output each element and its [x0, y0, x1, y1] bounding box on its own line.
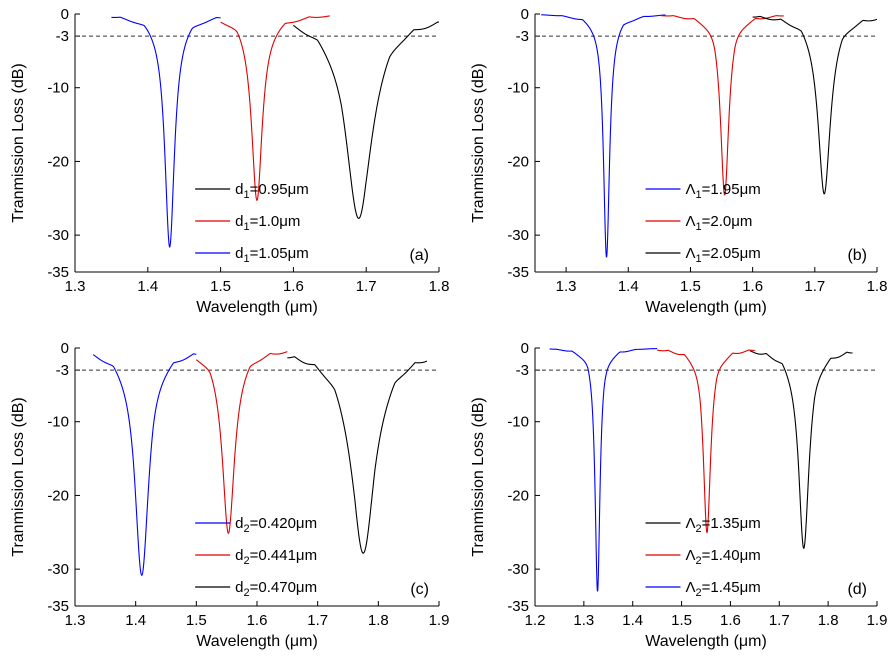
y-tick-label: -10	[47, 80, 69, 97]
x-tick-label: 1.4	[618, 278, 639, 295]
legend-entry: Λ1=2.0μm	[685, 213, 752, 233]
panel-tag: (b)	[847, 247, 867, 264]
x-tick-label: 1.9	[867, 612, 888, 629]
legend-entry: Λ2=1.35μm	[685, 515, 760, 535]
x-tick-label: 1.4	[622, 612, 643, 629]
x-tick-label: 1.3	[65, 612, 86, 629]
x-tick-label: 1.2	[525, 612, 546, 629]
x-tick-label: 1.6	[283, 278, 304, 295]
x-tick-label: 1.8	[818, 612, 839, 629]
legend-entry: Λ2=1.40μm	[685, 547, 760, 567]
y-tick-label: -35	[507, 264, 529, 281]
x-tick-label: 1.4	[125, 612, 146, 629]
y-axis-label: Tranmission Loss (dB)	[10, 397, 27, 556]
chart-panel-d: 1.2 1.3 1.4 1.5 1.6 1.7 1.8 1.9 0 -3 -10 -20 -30 -35 W…	[470, 340, 887, 650]
y-tick-label: -3	[516, 362, 529, 379]
y-tick-label: -30	[507, 561, 529, 578]
x-tick-label: 1.7	[769, 612, 790, 629]
chart-panel-c: 1.3 1.4 1.5 1.6 1.7 1.8 1.9 0 -3 -10 -20 -30 -35 Wave…	[10, 340, 449, 650]
y-tick-label: 0	[521, 340, 529, 357]
legend-entry: Λ1=2.05μm	[685, 245, 760, 265]
legend-entry: Λ2=1.45μm	[685, 579, 760, 599]
y-tick-label: -10	[47, 414, 69, 431]
y-tick-label: -30	[507, 227, 529, 244]
x-tick-label: 1.5	[671, 612, 692, 629]
x-tick-label: 1.6	[742, 278, 763, 295]
y-tick-label: -20	[507, 487, 529, 504]
legend-entry: d2=0.420μm	[235, 515, 317, 535]
series-line	[293, 21, 439, 219]
y-tick-label: -30	[47, 227, 69, 244]
series-line	[657, 349, 755, 534]
legend-entry: d1=1.0μm	[235, 213, 300, 233]
x-tick-label: 1.5	[680, 278, 701, 295]
panel-tag: (c)	[410, 581, 429, 598]
y-tick-label: -10	[507, 80, 529, 97]
y-tick-label: 0	[521, 6, 529, 23]
y-tick-label: -10	[507, 414, 529, 431]
x-axis-label: Wavelength (μm)	[196, 299, 318, 316]
series-line	[287, 356, 428, 554]
x-tick-label: 1.8	[867, 278, 888, 295]
y-tick-label: 0	[61, 340, 69, 357]
chart-panel-b: 1.3 1.4 1.5 1.6 1.7 1.8 0 -3 -10 -20 -30 -35 Wavelen…	[470, 6, 887, 316]
y-axis-label: Tranmission Loss (dB)	[470, 63, 487, 222]
y-tick-label: -35	[507, 598, 529, 615]
x-tick-label: 1.5	[186, 612, 207, 629]
y-tick-label: -3	[516, 28, 529, 45]
series-line	[749, 350, 853, 550]
y-tick-label: -30	[47, 561, 69, 578]
x-axis-label: Wavelength (μm)	[645, 633, 767, 650]
series-group	[549, 348, 853, 592]
x-tick-label: 1.4	[137, 278, 158, 295]
x-axis-label: Wavelength (μm)	[196, 633, 318, 650]
series-line	[195, 351, 288, 534]
x-tick-label: 1.3	[556, 278, 577, 295]
x-tick-label: 1.7	[307, 612, 328, 629]
x-tick-label: 1.7	[804, 278, 825, 295]
x-tick-label: 1.9	[429, 612, 450, 629]
series-line	[752, 15, 877, 195]
y-tick-label: -20	[507, 153, 529, 170]
chart-panel-a: 1.3 1.4 1.5 1.6 1.7 1.8 0 -3 -10 -20 -30 -35 Wavelen…	[10, 6, 449, 316]
x-axis-label: Wavelength (μm)	[645, 299, 767, 316]
x-tick-label: 1.3	[573, 612, 594, 629]
legend-entry: d1=0.95μm	[235, 181, 309, 201]
legend-entry: Λ1=1.95μm	[685, 181, 760, 201]
x-tick-label: 1.6	[247, 612, 268, 629]
series-group	[111, 15, 439, 248]
y-tick-label: -35	[47, 598, 69, 615]
y-axis-label: Tranmission Loss (dB)	[10, 63, 27, 222]
y-tick-label: -3	[56, 362, 69, 379]
y-tick-label: -20	[47, 153, 69, 170]
x-tick-label: 1.8	[429, 278, 450, 295]
series-line	[220, 15, 330, 201]
y-tick-label: 0	[61, 6, 69, 23]
series-group	[92, 351, 428, 576]
series-line	[549, 348, 658, 592]
y-tick-label: -3	[56, 28, 69, 45]
legend-entry: d1=1.05μm	[235, 245, 309, 265]
y-tick-label: -20	[47, 487, 69, 504]
x-tick-label: 1.5	[210, 278, 231, 295]
series-line	[659, 14, 784, 196]
x-tick-label: 1.6	[720, 612, 741, 629]
panel-tag: (a)	[409, 247, 429, 264]
x-tick-label: 1.8	[368, 612, 389, 629]
series-line	[111, 16, 221, 248]
legend-entry: d2=0.470μm	[235, 579, 317, 599]
panel-tag: (d)	[847, 581, 867, 598]
x-tick-label: 1.3	[65, 278, 86, 295]
legend-entry: d2=0.441μm	[235, 547, 317, 567]
series-group	[541, 14, 877, 258]
x-tick-label: 1.7	[356, 278, 377, 295]
series-line	[92, 353, 197, 576]
y-tick-label: -35	[47, 264, 69, 281]
series-line	[541, 14, 666, 258]
y-axis-label: Tranmission Loss (dB)	[470, 397, 487, 556]
